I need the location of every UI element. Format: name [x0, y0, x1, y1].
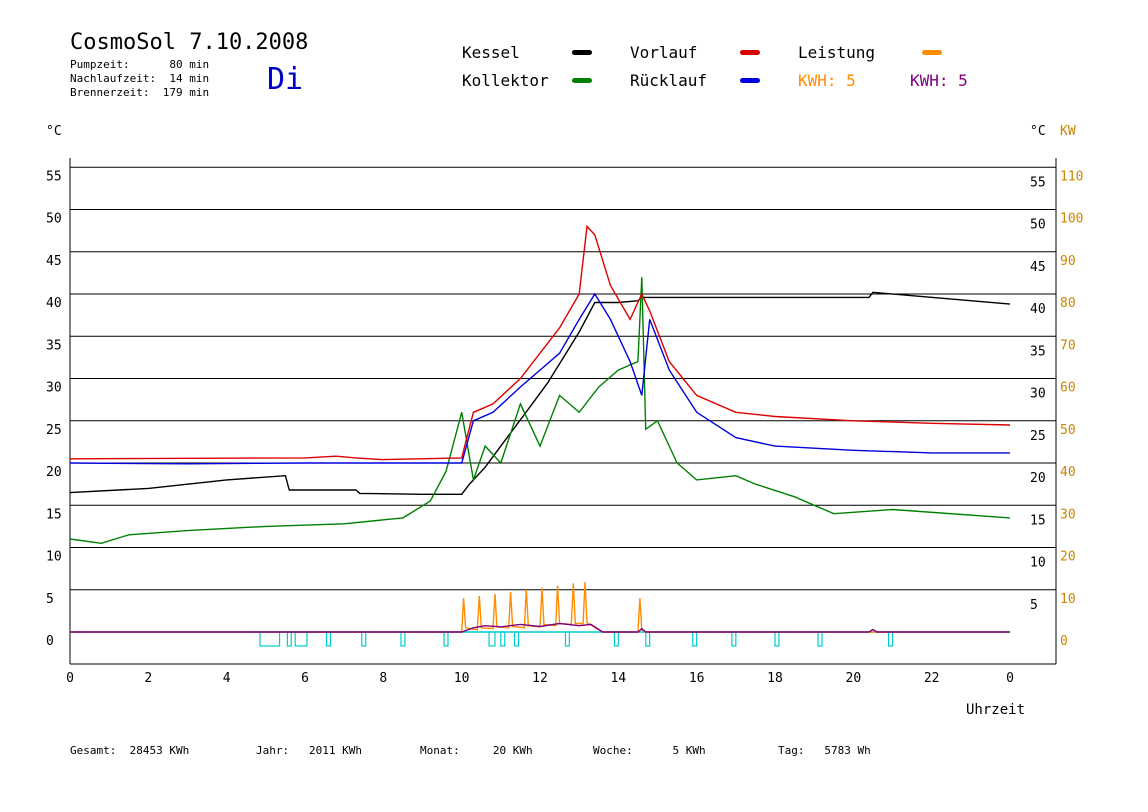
x-tick-11: 22 — [924, 671, 940, 686]
y-tick-right-15: 15 — [1030, 513, 1046, 528]
legend-kwh-orange: KWH: 5 — [798, 71, 856, 90]
footer-tag: Tag: 5783 Wh — [778, 744, 871, 757]
y-tick-kw-0: 0 — [1060, 634, 1068, 649]
pump-marker-8 — [500, 631, 506, 647]
pump-marker-12 — [645, 631, 651, 647]
y-tick-right-10: 10 — [1030, 556, 1046, 571]
pump-marker-11 — [613, 631, 619, 647]
x-tick-6: 12 — [532, 671, 548, 686]
y-tick-left-40: 40 — [46, 296, 62, 311]
pump-marker-13 — [692, 631, 698, 647]
x-tick-7: 14 — [611, 671, 627, 686]
y-tick-kw-20: 20 — [1060, 550, 1076, 565]
pump-marker-17 — [887, 631, 894, 647]
series-vorlauf — [69, 224, 1011, 461]
footer-woche: Woche: 5 KWh — [593, 744, 706, 757]
pumpzeit-text: Pumpzeit: 80 min — [70, 58, 210, 71]
brennerzeit-text: Brennerzeit: 179 min — [70, 86, 210, 99]
y-tick-kw-70: 70 — [1060, 338, 1076, 353]
pump-marker-1 — [286, 631, 292, 647]
x-tick-9: 18 — [767, 671, 783, 686]
y-tick-left-15: 15 — [46, 507, 62, 522]
legend-ruecklauf-swatch — [740, 78, 760, 83]
x-tick-3: 6 — [301, 671, 309, 686]
y-tick-kw-60: 60 — [1060, 381, 1076, 396]
y-tick-left-10: 10 — [46, 550, 62, 565]
weekday-label: Di — [267, 62, 304, 97]
series-kwh — [70, 622, 1010, 633]
pump-marker-2 — [294, 631, 308, 647]
y-tick-right-50: 50 — [1030, 218, 1046, 233]
series-kollektor — [69, 277, 1011, 545]
y-tick-kw-40: 40 — [1060, 465, 1076, 480]
y-tick-kw-10: 10 — [1060, 592, 1076, 607]
y-tick-left-5: 5 — [46, 592, 54, 607]
chart-title: CosmoSol 7.10.2008 — [70, 30, 309, 55]
pump-marker-7 — [488, 631, 496, 647]
legend-kollektor-label: Kollektor — [462, 71, 549, 90]
y-tick-kw-50: 50 — [1060, 423, 1076, 438]
y-tick-left-20: 20 — [46, 465, 62, 480]
pump-marker-10 — [564, 631, 570, 647]
legend-vorlauf-swatch — [740, 50, 760, 55]
y-tick-right-30: 30 — [1030, 387, 1046, 402]
footer-jahr: Jahr: 2011 KWh — [256, 744, 362, 757]
pump-marker-14 — [731, 631, 737, 647]
legend-kwh-purple: KWH: 5 — [910, 71, 968, 90]
y-tick-right-5: 5 — [1030, 598, 1038, 613]
pump-marker-3 — [325, 631, 332, 647]
legend-ruecklauf-label: Rücklauf — [630, 71, 708, 90]
right-axis-unit-kw: KW — [1060, 124, 1076, 139]
y-tick-kw-100: 100 — [1060, 212, 1083, 227]
y-tick-left-30: 30 — [46, 381, 62, 396]
x-tick-0: 0 — [66, 671, 74, 686]
y-tick-left-0: 0 — [46, 634, 54, 649]
x-axis-label: Uhrzeit — [966, 702, 1026, 718]
y-tick-right-20: 20 — [1030, 471, 1046, 486]
y-tick-kw-90: 90 — [1060, 254, 1076, 269]
y-tick-left-45: 45 — [46, 254, 62, 269]
y-tick-right-45: 45 — [1030, 260, 1046, 275]
pump-marker-15 — [774, 631, 780, 647]
pump-marker-0 — [259, 631, 281, 647]
y-tick-right-35: 35 — [1030, 344, 1046, 359]
y-tick-left-35: 35 — [46, 338, 62, 353]
y-tick-left-55: 55 — [46, 169, 62, 184]
legend-leistung-label: Leistung — [798, 43, 876, 62]
y-tick-kw-110: 110 — [1060, 169, 1083, 184]
pump-marker-4 — [361, 631, 367, 647]
y-tick-left-50: 50 — [46, 212, 62, 227]
y-tick-right-25: 25 — [1030, 429, 1046, 444]
legend-vorlauf-label: Vorlauf — [630, 43, 698, 62]
x-tick-8: 16 — [689, 671, 705, 686]
right-axis-unit-c: °C — [1030, 124, 1046, 139]
x-tick-1: 2 — [144, 671, 152, 686]
pump-marker-5 — [400, 631, 406, 647]
legend-leistung-swatch — [922, 50, 942, 55]
y-tick-left-25: 25 — [46, 423, 62, 438]
x-tick-2: 4 — [223, 671, 231, 686]
footer-gesamt: Gesamt: 28453 KWh — [70, 744, 190, 757]
y-tick-kw-30: 30 — [1060, 507, 1076, 522]
x-tick-10: 20 — [846, 671, 862, 686]
legend-kollektor-swatch — [572, 78, 592, 83]
nachlaufzeit-text: Nachlaufzeit: 14 min — [70, 72, 210, 85]
pump-marker-9 — [513, 631, 520, 647]
legend-kessel-swatch — [572, 50, 592, 55]
x-tick-5: 10 — [454, 671, 470, 686]
x-tick-12: 0 — [1006, 671, 1014, 686]
series-rcklauf — [69, 292, 1010, 465]
x-tick-4: 8 — [379, 671, 387, 686]
y-tick-right-40: 40 — [1030, 302, 1046, 317]
left-axis-unit: °C — [46, 124, 62, 139]
y-tick-kw-80: 80 — [1060, 296, 1076, 311]
pump-marker-16 — [817, 631, 823, 647]
footer-monat: Monat: 20 KWh — [420, 744, 533, 757]
pump-marker-6 — [443, 631, 449, 647]
legend-kessel-label: Kessel — [462, 43, 520, 62]
y-tick-right-55: 55 — [1030, 175, 1046, 190]
